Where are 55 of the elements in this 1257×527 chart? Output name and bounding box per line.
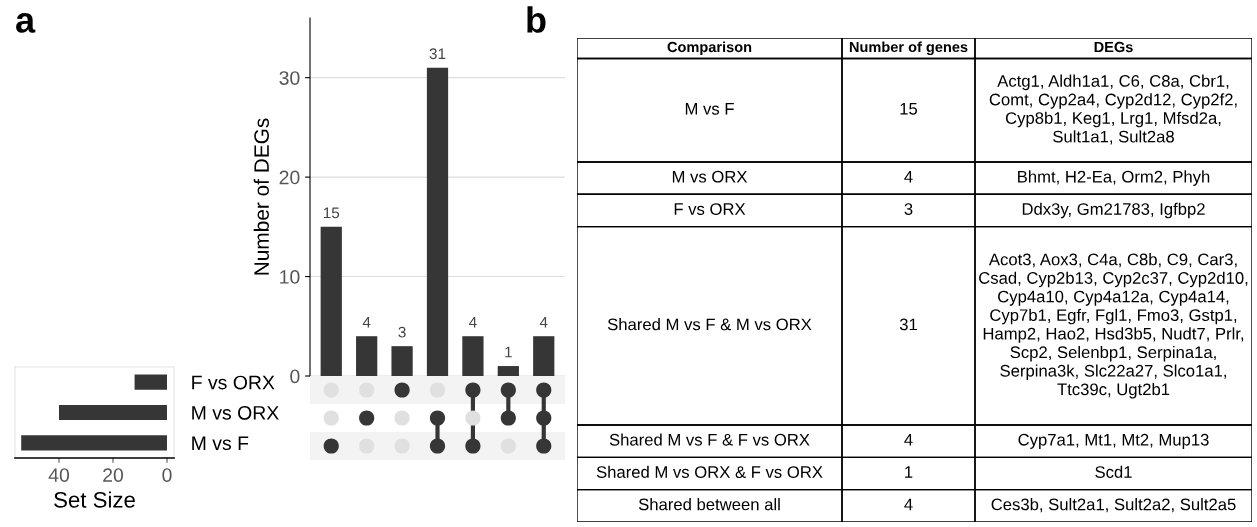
text: Cyp7a1, Mt1, Mt2, Mup13 [1018, 433, 1209, 449]
bar [320, 226, 342, 376]
text: 4 [904, 498, 913, 511]
data-label: 31 [429, 48, 446, 60]
bar [426, 67, 449, 376]
category-label: Comparison [667, 41, 752, 56]
data-label: 4 [469, 316, 477, 328]
text: 15 [900, 103, 918, 115]
bar [21, 435, 167, 451]
text: Shared M vs F & F vs ORX [609, 433, 810, 446]
y-tick-label: M vs ORX [192, 405, 279, 420]
y-tick-label: 20 [279, 170, 300, 185]
text: Actg1, Aldh1a1, C6, C8a, Cbr1, Comt, Cyp2a4, Cyp2d12, Cyp2f2, Cyp8b1, Keg1, Lrg1, Mfsd2a, Sult1a1, Sult2a8 [989, 74, 1237, 145]
text: M vs ORX [672, 170, 748, 183]
text: Shared M vs F & M vs ORX [607, 318, 812, 331]
text: 4 [904, 434, 913, 446]
bar [497, 366, 519, 376]
bar [391, 346, 413, 376]
x-tick-label: 20 [103, 468, 124, 482]
data-label: 3 [398, 326, 406, 338]
x-tick-label: 0 [162, 468, 172, 482]
bar [59, 404, 167, 421]
annotation: b [527, 6, 546, 33]
text: M vs F [685, 103, 734, 115]
text: 3 [904, 203, 913, 215]
bar [356, 336, 378, 376]
text: F vs ORX [674, 203, 746, 215]
text: 4 [904, 170, 913, 183]
y-axis-title: Number of DEGs [253, 118, 269, 275]
text: Shared M vs ORX & F vs ORX [596, 465, 823, 478]
category-label: Number of genes [849, 41, 968, 56]
text: a [16, 13, 36, 33]
text: Bhmt, H2-Ea, Orm2, Phyh [1018, 170, 1210, 186]
y-tick-label: M vs F [192, 436, 249, 451]
y-tick-label: 0 [290, 369, 300, 384]
text: Scd1 [1095, 465, 1132, 478]
y-tick-label: F vs ORX [192, 375, 275, 390]
bar [462, 336, 484, 376]
y-tick-label: 30 [279, 71, 300, 85]
data-label: 4 [362, 316, 371, 328]
bar [533, 336, 555, 376]
data-label: 15 [323, 207, 340, 219]
y-tick-label: 10 [280, 270, 300, 284]
x-axis-title: Set Size [54, 491, 135, 508]
text: Ddx3y, Gm21783, Igfbp2 [1022, 202, 1205, 219]
text: Shared between all [638, 498, 780, 511]
data-label: 4 [539, 316, 548, 328]
text: 31 [899, 318, 917, 331]
text: Ces3b, Sult2a1, Sult2a2, Sult2a5 [991, 498, 1236, 513]
text: 1 [905, 466, 913, 478]
category-label: DEGs [1094, 41, 1133, 53]
bar [134, 374, 167, 390]
x-tick-label: 40 [48, 468, 70, 482]
text: Acot3, Aox3, C4a, C8b, C9, Car3, Csad, Cyp2b13, Cyp2c37, Cyp2d10, Cyp4a10, Cyp4a12a, Cyp4a14, Cyp7b1, Egfr, Fgl1, Fmo3, Gstp1, Hamp2, Hao2, Hsd3b5, Nudt7, Prlr, Scp2, Selenbp1, Serpina1a, Serpina3k, Slc22a27, Slco1a1, Ttc39c, Ugt2b1 [979, 253, 1248, 399]
data-label: 1 [505, 346, 512, 358]
